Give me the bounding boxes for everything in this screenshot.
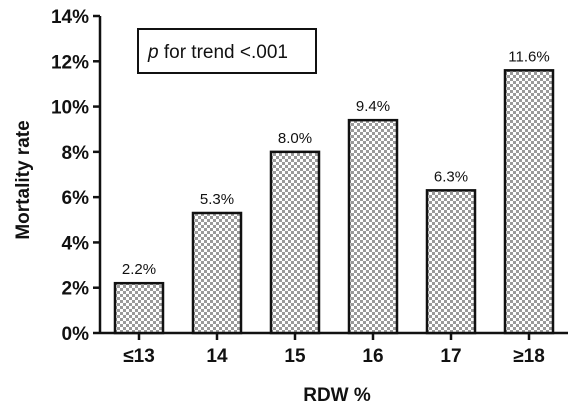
y-tick-label: 0% (62, 324, 90, 345)
y-tick-label: 14% (51, 7, 89, 28)
bar-value-label: 6.3% (434, 168, 468, 185)
y-axis: 0% 2% 4% 6% 8% 10% 12% 14% (51, 7, 102, 345)
y-tick-label: 4% (62, 233, 90, 254)
y-tick-label: 2% (62, 279, 90, 300)
x-tick-label: 14 (206, 346, 228, 367)
x-tick-label: 16 (362, 346, 383, 367)
y-tick-label: 10% (51, 98, 89, 119)
x-axis-title: RDW % (303, 385, 371, 406)
bar-4 (425, 189, 477, 335)
data-labels: 2.2% 5.3% 8.0% 9.4% 6.3% 11.6% (122, 48, 550, 278)
annotation-p: p (147, 42, 159, 63)
bar-2 (269, 150, 321, 335)
y-axis-title: Mortality rate (13, 120, 34, 239)
annotation-rest: for trend <.001 (159, 42, 288, 63)
bar-5 (503, 69, 555, 335)
bar-1 (191, 211, 243, 335)
bar-value-label: 2.2% (122, 261, 156, 278)
x-tick-label: ≤13 (123, 346, 155, 367)
y-tick-label: 8% (62, 143, 90, 164)
bar-value-label: 8.0% (278, 130, 312, 147)
y-tick-label: 12% (51, 52, 89, 73)
y-tick-label: 6% (62, 188, 90, 209)
bar-0 (113, 281, 165, 335)
x-tick-label: ≥18 (513, 346, 545, 367)
x-tick-label: 15 (284, 346, 306, 367)
bar-value-label: 9.4% (356, 98, 390, 115)
bars (113, 69, 555, 335)
trend-annotation: p for trend <.001 (137, 28, 317, 74)
annotation-box (137, 28, 317, 74)
bar-3 (347, 118, 399, 335)
x-axis: ≤13 14 15 16 17 ≥18 (100, 331, 568, 367)
bar-value-label: 11.6% (508, 48, 549, 65)
bar-value-label: 5.3% (200, 191, 234, 208)
annotation-text: p for trend <.001 (147, 42, 288, 63)
x-tick-label: 17 (440, 346, 461, 367)
